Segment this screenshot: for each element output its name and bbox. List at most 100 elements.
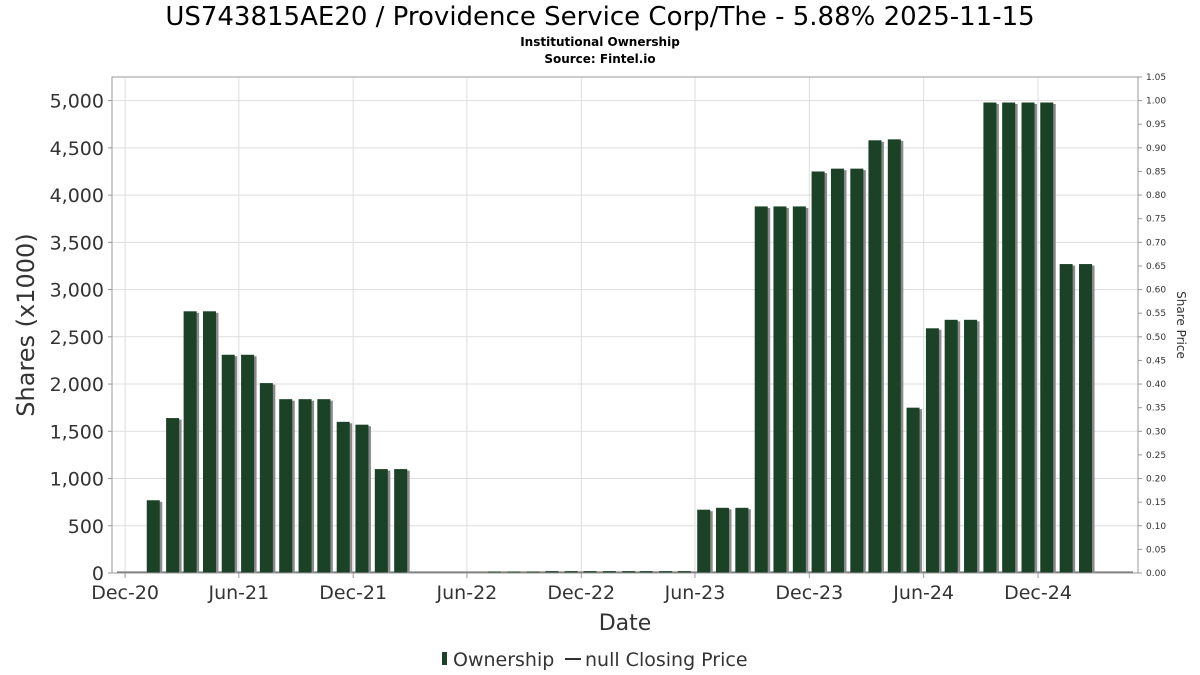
legend-ownership-swatch <box>442 652 447 665</box>
ownership-bar <box>964 319 978 573</box>
ownership-bar <box>317 399 331 573</box>
ownership-bar <box>259 383 273 573</box>
ownership-bar <box>735 507 749 573</box>
ownership-bar <box>887 139 901 573</box>
y2-tick-label: 0.75 <box>1146 215 1166 225</box>
ownership-bar <box>811 171 825 573</box>
y2-tick-label: 0.30 <box>1146 427 1166 437</box>
ownership-bar <box>1040 102 1054 573</box>
ownership-bar <box>146 500 160 573</box>
ownership-bar <box>792 206 806 574</box>
ownership-bar <box>507 571 521 573</box>
y2-tick-label: 0.95 <box>1146 120 1166 130</box>
x-tick-label: Jun-22 <box>436 582 498 604</box>
y2-tick-label: 0.80 <box>1146 191 1166 201</box>
y2-tick-label: 0.60 <box>1146 286 1166 296</box>
ownership-bar <box>983 102 997 573</box>
y2-tick-label: 0.55 <box>1146 309 1166 319</box>
y-axis-title: Shares (x1000) <box>12 233 40 416</box>
ownership-bar <box>677 571 691 573</box>
ownership-bar <box>183 311 197 573</box>
ownership-bar <box>1002 102 1016 573</box>
ownership-bar <box>1059 264 1073 573</box>
ownership-bar <box>1021 102 1035 573</box>
y2-tick-label: 1.00 <box>1146 97 1166 107</box>
ownership-bar <box>697 509 711 573</box>
ownership-bar <box>715 507 729 573</box>
ownership-bar <box>545 571 559 573</box>
ownership-bar <box>166 418 180 573</box>
y-tick-label: 3,500 <box>50 232 104 254</box>
ownership-bar <box>944 319 958 573</box>
ownership-bar <box>526 571 540 573</box>
y-tick-label: 1,000 <box>50 469 104 491</box>
y-tick-label: 3,000 <box>50 280 104 302</box>
ownership-bar <box>564 571 578 573</box>
x-axis-title: Date <box>599 611 652 636</box>
x-tick-label: Dec-20 <box>91 582 159 604</box>
chart-subtitle: Institutional Ownership <box>520 35 680 49</box>
x-tick-label: Dec-24 <box>1004 582 1072 604</box>
ownership-bar <box>487 571 501 573</box>
ownership-bar <box>659 571 673 573</box>
ownership-bar <box>1079 264 1093 573</box>
y2-tick-label: 0.10 <box>1146 522 1166 532</box>
chart-source: Source: Fintel.io <box>544 52 656 66</box>
y-tick-label: 0 <box>92 563 104 585</box>
y2-tick-label: 0.35 <box>1146 404 1166 414</box>
ownership-bar <box>906 407 920 573</box>
ownership-bar <box>374 469 388 573</box>
y2-tick-label: 0.15 <box>1146 498 1166 508</box>
ownership-bar <box>279 399 293 573</box>
ownership-bar <box>298 399 312 573</box>
ownership-bar <box>336 421 350 573</box>
ownership-bar <box>583 571 597 573</box>
x-tick-label: Dec-23 <box>775 582 843 604</box>
ownership-bar <box>602 571 616 573</box>
y2-tick-label: 0.25 <box>1146 451 1166 461</box>
y2-tick-label: 0.00 <box>1146 569 1166 579</box>
x-tick-label: Jun-21 <box>207 582 269 604</box>
ownership-bar <box>355 424 369 573</box>
x-tick-label: Jun-23 <box>664 582 726 604</box>
chart-title: US743815AE20 / Providence Service Corp/T… <box>165 2 1035 32</box>
ownership-bar <box>241 354 255 573</box>
ownership-bar <box>850 168 864 573</box>
ownership-bar <box>221 354 235 573</box>
y-tick-label: 5,000 <box>50 91 104 113</box>
y-tick-label: 2,000 <box>50 374 104 396</box>
ownership-bar <box>754 206 768 574</box>
y2-tick-label: 0.40 <box>1146 380 1166 390</box>
ownership-bar <box>639 571 653 573</box>
y2-tick-label: 0.70 <box>1146 238 1166 248</box>
ownership-bar <box>773 206 787 574</box>
y2-tick-label: 0.05 <box>1146 545 1166 555</box>
x-tick-label: Dec-22 <box>547 582 615 604</box>
ownership-bar <box>868 140 882 573</box>
axis-layer: 0 500 1,000 1,500 2,000 2,500 3,000 3,500 4,000 4… <box>50 73 1167 604</box>
y-tick-label: 2,500 <box>50 327 104 349</box>
y2-axis-title: Share Price <box>1174 291 1188 359</box>
y2-tick-label: 0.20 <box>1146 475 1166 485</box>
plot-area-border <box>111 76 1139 574</box>
ownership-bar <box>394 469 408 573</box>
legend: Ownership null Closing Price <box>442 649 748 671</box>
y-tick-label: 1,500 <box>50 421 104 443</box>
legend-ownership-label: Ownership <box>453 649 554 671</box>
x-tick-label: Dec-21 <box>319 582 387 604</box>
y2-tick-label: 0.90 <box>1146 144 1166 154</box>
y2-tick-label: 0.85 <box>1146 167 1166 177</box>
legend-closing-price-label: null Closing Price <box>585 649 748 671</box>
ownership-bar <box>622 571 636 573</box>
y2-tick-label: 1.05 <box>1146 73 1166 83</box>
y-tick-label: 500 <box>68 516 104 538</box>
y-tick-label: 4,000 <box>50 185 104 207</box>
ownership-bar <box>830 168 844 573</box>
y2-tick-label: 0.50 <box>1146 333 1166 343</box>
x-tick-label: Jun-24 <box>892 582 954 604</box>
y-tick-label: 4,500 <box>50 138 104 160</box>
ownership-bar <box>925 328 939 573</box>
bar-layer <box>146 102 1095 574</box>
ownership-bar <box>202 311 216 573</box>
